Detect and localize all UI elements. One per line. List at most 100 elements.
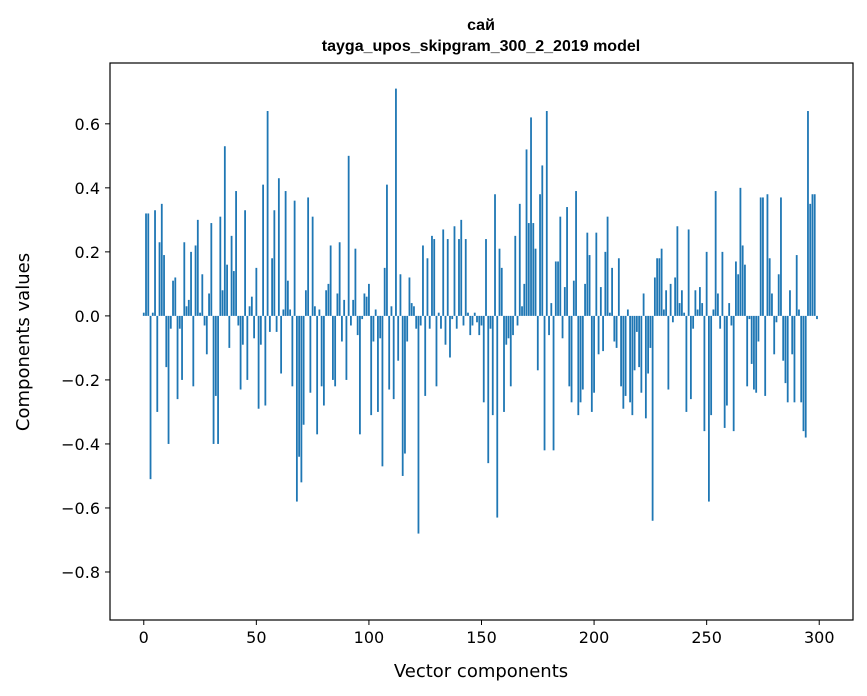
bar-component-231 [662, 309, 665, 316]
bar-component-238 [678, 303, 681, 316]
bar-component-23 [194, 245, 197, 316]
bar-component-192 [575, 191, 577, 316]
bar-component-150 [480, 315, 483, 326]
bar-component-126 [426, 258, 429, 316]
bar-component-280 [773, 315, 776, 355]
bar-component-29 [208, 293, 210, 316]
y-tick-label: −0.2 [61, 371, 100, 390]
bar-component-82 [327, 283, 330, 316]
bar-component-151 [482, 315, 485, 403]
bar-component-260 [728, 303, 731, 316]
bar-component-5 [154, 210, 156, 316]
bar-component-159 [500, 267, 503, 316]
bar-component-267 [744, 264, 746, 316]
bar-component-54 [264, 315, 267, 406]
bar-component-166 [516, 315, 519, 326]
bar-component-137 [451, 315, 454, 320]
bar-component-51 [257, 315, 260, 409]
bar-component-259 [726, 315, 728, 406]
bar-component-215 [626, 309, 629, 316]
bar-component-127 [428, 315, 431, 329]
bar-component-234 [669, 283, 672, 316]
bar-component-116 [404, 315, 406, 454]
bar-component-67 [293, 200, 296, 316]
bars-group [142, 88, 818, 534]
bar-component-237 [676, 226, 679, 316]
bar-component-135 [446, 239, 449, 316]
bar-component-142 [462, 315, 465, 326]
bar-component-6 [156, 315, 159, 412]
bar-component-193 [577, 315, 580, 416]
bar-component-97 [361, 315, 364, 320]
bar-component-225 [649, 315, 652, 348]
bar-component-102 [372, 315, 375, 342]
bar-component-173 [532, 223, 535, 316]
bar-component-255 [717, 293, 719, 316]
bar-component-109 [388, 315, 391, 390]
bar-component-242 [687, 229, 690, 316]
bar-component-43 [239, 315, 242, 390]
bar-component-68 [295, 315, 298, 502]
bar-component-163 [509, 315, 512, 387]
bar-component-133 [442, 229, 445, 316]
bar-component-83 [329, 245, 332, 316]
bar-component-247 [699, 287, 701, 316]
bar-component-72 [304, 290, 307, 316]
bar-component-50 [255, 267, 258, 316]
bar-component-154 [489, 315, 492, 329]
bar-component-257 [721, 251, 724, 316]
bar-component-276 [764, 315, 767, 396]
bar-component-81 [325, 290, 328, 316]
y-tick-label: 0.0 [75, 307, 100, 326]
bar-component-56 [268, 315, 271, 332]
bar-component-165 [514, 235, 517, 316]
bar-component-26 [201, 274, 204, 316]
bar-component-18 [183, 242, 186, 316]
bar-component-140 [458, 239, 460, 316]
bar-component-209 [613, 315, 616, 342]
bar-component-263 [735, 261, 737, 316]
bar-component-30 [210, 223, 213, 316]
bar-component-287 [789, 290, 791, 316]
bar-component-123 [419, 315, 422, 326]
bar-component-217 [631, 315, 634, 416]
bar-component-161 [505, 315, 508, 345]
bar-component-120 [413, 306, 415, 316]
bar-component-107 [383, 267, 386, 316]
plot-frame [109, 62, 854, 621]
bar-component-195 [581, 315, 584, 390]
bar-component-9 [163, 255, 165, 316]
bar-component-182 [552, 315, 555, 451]
bar-component-244 [692, 315, 695, 329]
bar-component-37 [226, 264, 228, 316]
bar-component-158 [498, 248, 501, 316]
bar-component-233 [667, 315, 670, 390]
bar-component-176 [539, 194, 541, 316]
bar-component-64 [286, 280, 289, 316]
bar-component-144 [467, 312, 469, 316]
bar-component-203 [599, 287, 602, 316]
bar-component-70 [300, 315, 303, 483]
bar-component-206 [606, 216, 609, 316]
bar-component-101 [370, 315, 373, 416]
bar-component-294 [804, 315, 807, 438]
bar-component-145 [469, 315, 472, 336]
bar-component-143 [464, 239, 467, 316]
bar-component-84 [332, 315, 334, 380]
bar-component-40 [232, 271, 235, 316]
bar-component-243 [689, 315, 692, 400]
bar-component-44 [241, 315, 244, 345]
bar-component-98 [363, 293, 366, 316]
bar-component-245 [694, 290, 697, 316]
bar-component-108 [386, 184, 388, 316]
bar-component-156 [494, 194, 496, 316]
bar-component-298 [813, 194, 816, 316]
bar-component-80 [322, 315, 325, 406]
bar-component-53 [262, 184, 264, 316]
bar-component-47 [248, 306, 251, 316]
bar-component-46 [246, 315, 249, 380]
bar-component-155 [491, 315, 494, 416]
bar-component-293 [802, 315, 805, 432]
bar-component-73 [307, 197, 310, 316]
bar-component-199 [590, 315, 593, 412]
